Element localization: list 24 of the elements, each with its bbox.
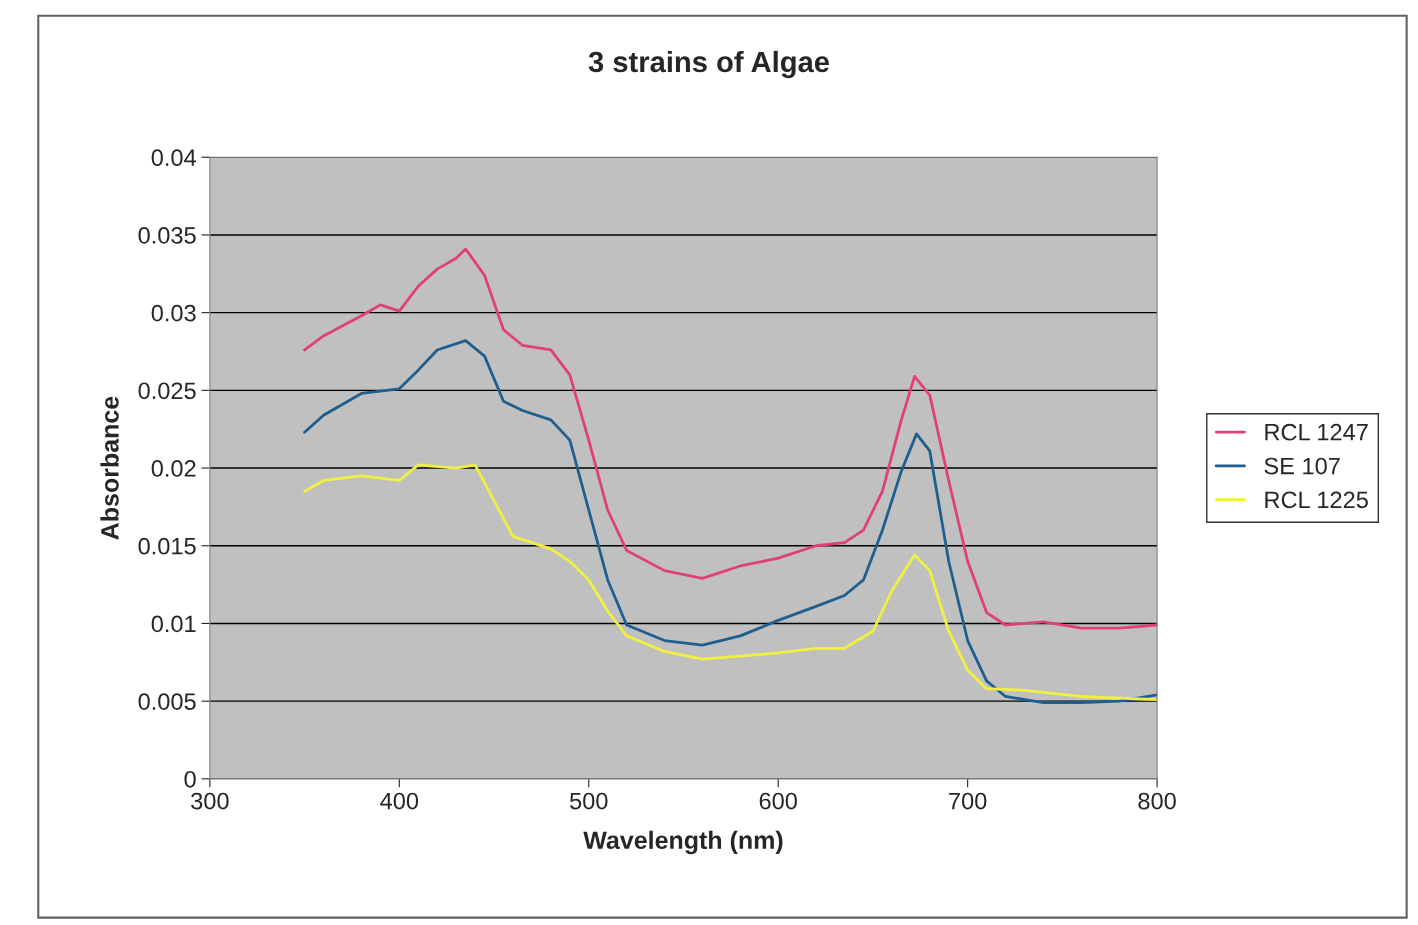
y-tick-label: 0.03 — [151, 304, 196, 322]
y-tick-label: 0.01 — [151, 615, 196, 633]
legend-label: SE 107 — [1264, 457, 1340, 475]
x-tick-label: 500 — [570, 792, 608, 810]
line-series — [303, 463, 1158, 701]
x-tick-label: 800 — [1138, 792, 1176, 810]
line-series — [303, 339, 1158, 705]
x-tick-label: 300 — [191, 792, 229, 810]
chart-title: 3 strains of Algae — [588, 50, 830, 79]
x-tick-label: 700 — [949, 792, 987, 810]
x-tick-label: 600 — [759, 792, 797, 810]
y-tick-label: 0.04 — [151, 149, 196, 167]
x-axis-title: Wavelength (nm) — [583, 830, 783, 855]
y-tick-label: 0.025 — [138, 382, 196, 400]
legend-label: RCL 1225 — [1265, 491, 1368, 509]
y-tick-label: 0.005 — [138, 693, 196, 710]
legend-label: RCL 1247 — [1265, 423, 1368, 441]
y-tick-label: 0 — [184, 770, 196, 788]
y-tick-label: 0.015 — [138, 537, 196, 555]
y-axis-title: Absorbance — [100, 396, 119, 540]
y-tick-label: 0.02 — [151, 460, 196, 477]
line-series — [303, 247, 1158, 630]
x-tick-label: 400 — [380, 792, 419, 810]
y-tick-label: 0.035 — [138, 227, 196, 244]
